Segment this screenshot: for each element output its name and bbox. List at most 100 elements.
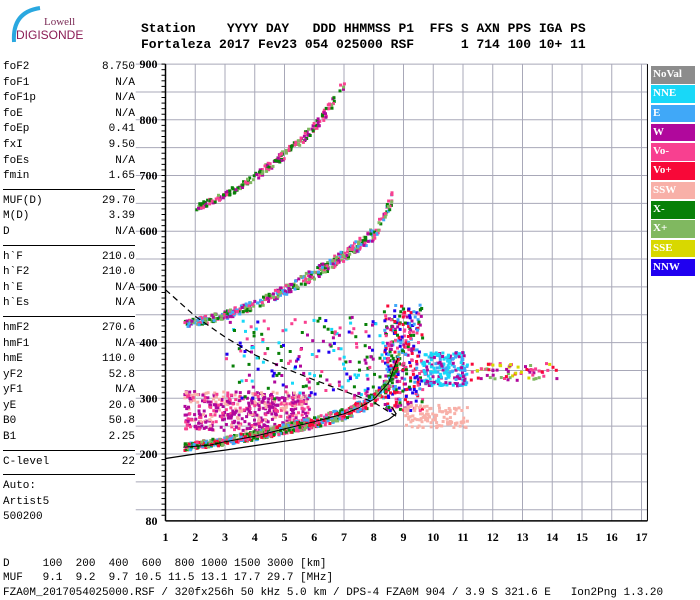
echo-point [237,427,241,431]
echo-point [337,333,341,337]
echo-point [213,200,217,204]
echo-point [378,375,382,379]
echo-point [346,250,349,254]
echo-point [439,375,443,379]
echo-point [303,131,307,135]
echo-point [246,407,250,411]
autoscale-info: 500200 [3,511,43,524]
echo-point [409,376,413,380]
echo-point [187,322,191,325]
echo-point [348,252,352,256]
echo-point [287,290,291,294]
echo-point [396,357,400,361]
echo-point [434,362,438,366]
echo-point [426,416,430,420]
echo-point [261,428,265,432]
echo-point [416,425,420,429]
autoscale-info: Artist5 [3,495,50,508]
echo-point [406,335,410,338]
echo-point [371,236,375,239]
echo-point [357,360,361,364]
echo-point [304,277,308,281]
echo-point [386,360,390,364]
echo-point [280,291,284,295]
echo-point [358,238,362,242]
echo-point [377,388,381,392]
echo-point [195,441,199,445]
echo-point [213,440,217,444]
echo-point [331,102,335,106]
echo-point [307,277,311,281]
echo-point [407,348,411,352]
param-name: yE [3,399,17,412]
echo-point [185,427,189,431]
echo-point [253,404,257,408]
echo-point [228,314,232,318]
echo-point [194,445,198,449]
echo-point [491,363,495,367]
echo-point [459,374,463,378]
echo-point [230,423,233,427]
echo-point [431,375,435,379]
echo-point [241,183,245,187]
echo-point [462,354,466,358]
echo-point [231,442,235,446]
echo-point [396,356,400,360]
echo-point [200,206,203,209]
echo-point [256,395,260,398]
echo-point [218,438,222,442]
param-row: D N/A [3,225,135,241]
echo-point [349,412,353,415]
echo-point [200,424,204,428]
echo-point [385,352,389,356]
echo-point [203,396,207,399]
echo-point [408,331,412,334]
echo-point [384,374,388,378]
echo-point [263,424,267,427]
echo-point [249,411,253,415]
echo-point [303,320,307,324]
echo-point [226,193,229,197]
echo-point [221,413,225,417]
echo-point [264,405,268,409]
echo-point [201,393,205,397]
echo-point [276,156,280,160]
echo-point [331,336,335,340]
echo-point [363,388,367,392]
echo-point [365,390,369,394]
echo-point [270,412,274,416]
param-value: N/A [115,154,135,167]
echo-point [327,411,331,415]
echo-point [378,217,381,221]
echo-point [304,400,308,404]
echo-point [326,327,330,331]
echo-point [341,410,344,414]
echo-point [402,343,406,347]
echo-point [209,439,213,443]
param-name: h`E [3,281,23,294]
legend-item-nne: NNE [651,85,695,103]
echo-point [217,444,220,448]
echo-point [185,407,189,411]
echo-point [407,385,411,389]
echo-point [263,352,267,356]
echo-point [247,401,251,405]
echo-point [260,400,264,404]
echo-point [204,320,208,324]
param-value: 3.39 [108,210,135,223]
echo-point [540,370,544,374]
echo-point [204,391,208,395]
echo-point [284,424,288,428]
echo-point [371,357,375,361]
echo-point [222,390,226,394]
echo-point [188,412,192,416]
echo-point [275,396,279,400]
echo-point [316,117,320,121]
echo-point [255,413,259,417]
echo-point [450,363,454,367]
echo-point [219,317,223,321]
echo-point [431,418,435,422]
echo-point [422,364,426,367]
echo-point [444,367,448,371]
echo-point [350,248,354,252]
